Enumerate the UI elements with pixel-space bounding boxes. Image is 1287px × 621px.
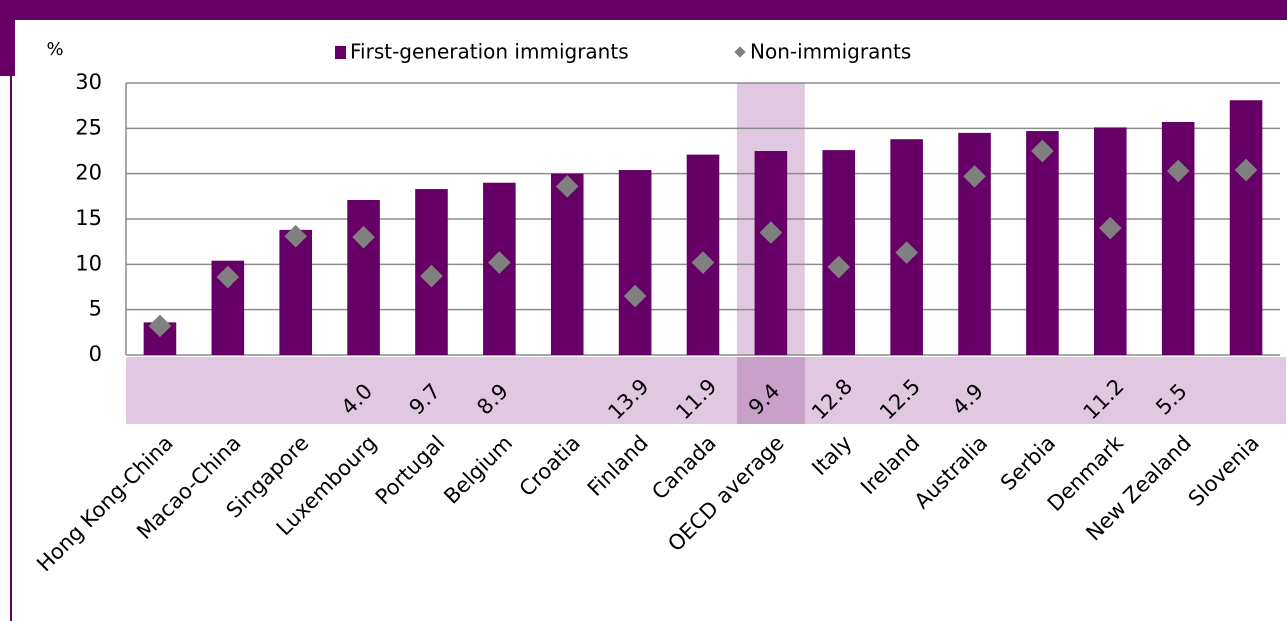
x-tick-label: Croatia bbox=[515, 431, 585, 501]
bar bbox=[279, 229, 312, 355]
legend-label: First-generation immigrants bbox=[350, 40, 629, 64]
x-tick-label: Portugal bbox=[371, 431, 449, 509]
x-tick-label: OECD average bbox=[663, 431, 788, 556]
side-bar bbox=[0, 0, 15, 76]
legend-label: Non-immigrants bbox=[750, 40, 911, 64]
y-tick-label: 30 bbox=[75, 70, 102, 94]
marker bbox=[827, 255, 851, 279]
x-tick-label: Australia bbox=[910, 431, 993, 514]
bar bbox=[754, 151, 788, 355]
x-tick-label: Finland bbox=[583, 431, 653, 501]
x-tick-label: Slovenia bbox=[1184, 431, 1264, 511]
x-tick-label: Italy bbox=[807, 431, 856, 480]
y-tick-label: 15 bbox=[75, 206, 102, 230]
x-tick-label: Ireland bbox=[856, 431, 924, 499]
bar bbox=[822, 150, 856, 355]
y-tick-label: 25 bbox=[75, 115, 102, 139]
bar bbox=[347, 199, 380, 355]
marker bbox=[623, 284, 647, 308]
y-tick-label: 10 bbox=[75, 251, 102, 275]
legend-swatch bbox=[734, 46, 746, 58]
marker bbox=[420, 264, 443, 288]
marker bbox=[488, 251, 511, 274]
y-tick-label: 20 bbox=[75, 161, 102, 185]
marker bbox=[691, 251, 715, 274]
bar bbox=[550, 173, 584, 355]
y-tick-label: 5 bbox=[89, 297, 102, 321]
highlight-cell bbox=[736, 357, 805, 424]
difference-band bbox=[126, 357, 1286, 424]
bar bbox=[618, 170, 652, 355]
bar bbox=[1026, 131, 1059, 355]
x-tick-label: Belgium bbox=[439, 431, 517, 509]
x-tick-label: Serbia bbox=[996, 431, 1060, 495]
legend-swatch bbox=[335, 46, 346, 59]
header-bar bbox=[0, 0, 1287, 20]
y-tick-label: 0 bbox=[89, 342, 102, 366]
bar bbox=[1094, 127, 1127, 355]
bar bbox=[1161, 121, 1195, 355]
bar bbox=[1229, 100, 1263, 355]
y-axis-label: % bbox=[46, 39, 63, 60]
